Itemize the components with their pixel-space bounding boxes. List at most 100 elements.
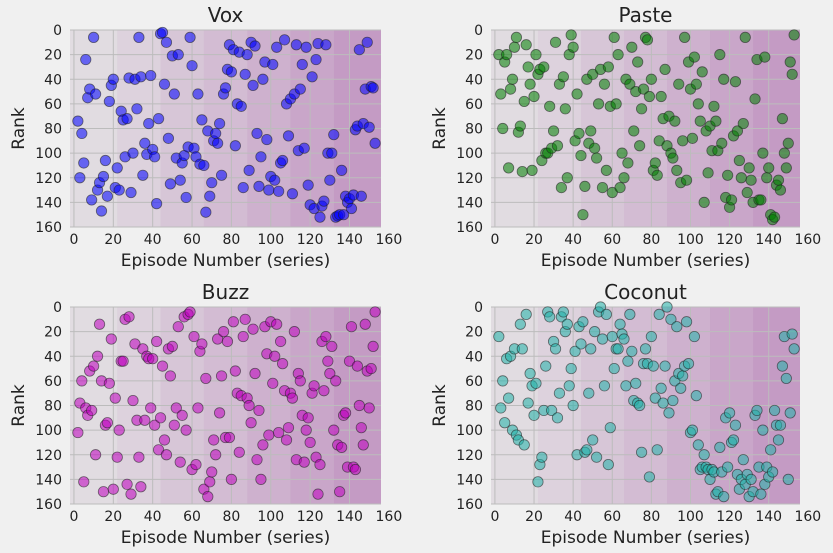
data-point: [74, 172, 86, 184]
data-point: [271, 318, 283, 330]
data-point: [210, 449, 222, 461]
data-point: [591, 451, 603, 463]
data-point: [160, 449, 173, 461]
x-axis-label: Episode Number (series): [121, 528, 330, 548]
data-point: [659, 63, 671, 76]
data-point: [251, 454, 263, 466]
data-point: [294, 83, 306, 95]
data-point: [592, 98, 605, 110]
y-tick-label: 60: [44, 97, 62, 113]
data-point: [361, 36, 373, 48]
data-point: [80, 53, 92, 66]
data-point: [632, 56, 644, 68]
data-point: [237, 330, 249, 343]
y-axis-label: Rank: [430, 384, 450, 427]
data-point: [510, 31, 523, 43]
data-point: [589, 142, 601, 154]
x-tick-label: 80: [642, 509, 660, 525]
data-point: [282, 130, 295, 142]
data-point: [772, 434, 785, 446]
y-tick-label: 20: [465, 325, 483, 341]
data-point: [784, 407, 796, 419]
data-point: [497, 122, 509, 135]
data-point: [235, 100, 247, 112]
data-point: [745, 473, 757, 485]
data-point: [302, 179, 314, 191]
x-tick-label: 100: [677, 509, 704, 525]
data-point: [213, 117, 226, 130]
data-point: [591, 152, 603, 164]
x-tick-label: 0: [69, 232, 78, 248]
data-point: [608, 362, 620, 375]
x-tick-label: 40: [564, 509, 582, 525]
x-tick-label: 60: [183, 232, 201, 248]
data-point: [782, 137, 794, 149]
data-point: [298, 456, 310, 468]
x-tick-label: 160: [376, 509, 403, 525]
data-point: [737, 454, 749, 466]
x-tick-label: 80: [222, 232, 240, 248]
data-point: [585, 125, 597, 137]
x-tick-label: 140: [336, 232, 363, 248]
data-point: [675, 382, 687, 394]
data-point: [190, 458, 202, 471]
data-point: [206, 177, 218, 189]
y-tick-label: 20: [44, 48, 62, 64]
data-point: [602, 61, 614, 73]
data-point: [635, 446, 648, 458]
data-point: [696, 66, 708, 78]
data-point: [600, 308, 612, 320]
y-tick-label: 120: [35, 448, 62, 464]
data-point: [111, 451, 123, 463]
data-point: [729, 419, 742, 431]
data-point: [612, 49, 624, 61]
data-point: [497, 375, 509, 387]
data-point: [645, 73, 657, 85]
data-point: [495, 88, 507, 100]
data-point: [324, 367, 336, 380]
x-tick-label: 20: [104, 509, 122, 525]
y-tick-label: 120: [456, 448, 483, 464]
data-point: [298, 142, 310, 154]
data-point: [156, 26, 169, 39]
data-point: [657, 397, 669, 409]
data-point: [561, 172, 573, 184]
data-point: [121, 113, 133, 125]
data-point: [369, 137, 381, 149]
data-point: [227, 316, 239, 328]
data-point: [172, 49, 184, 61]
data-point: [253, 404, 265, 417]
data-point: [577, 209, 589, 221]
data-point: [117, 355, 129, 367]
data-point: [149, 419, 161, 431]
data-point: [561, 318, 573, 330]
data-point: [273, 426, 285, 439]
data-point: [86, 404, 98, 417]
data-point: [125, 488, 137, 500]
data-point: [357, 439, 369, 451]
data-point: [622, 157, 634, 169]
data-point: [567, 399, 579, 412]
data-point: [671, 164, 683, 176]
data-point: [540, 360, 552, 372]
data-point: [772, 174, 785, 186]
data-point: [749, 93, 761, 105]
data-point: [637, 83, 650, 95]
y-tick-label: 160: [35, 220, 62, 236]
data-point: [145, 402, 157, 414]
data-point: [725, 194, 738, 206]
data-point: [336, 164, 348, 176]
data-point: [247, 323, 259, 335]
data-point: [714, 49, 726, 61]
x-tick-label: 120: [297, 509, 324, 525]
data-point: [761, 172, 773, 184]
data-point: [269, 174, 281, 186]
data-point: [239, 313, 251, 325]
data-point: [598, 380, 611, 392]
data-point: [688, 330, 700, 343]
data-point: [290, 39, 302, 51]
data-point: [300, 424, 312, 436]
y-tick-label: 140: [456, 472, 483, 488]
data-point: [204, 190, 216, 202]
